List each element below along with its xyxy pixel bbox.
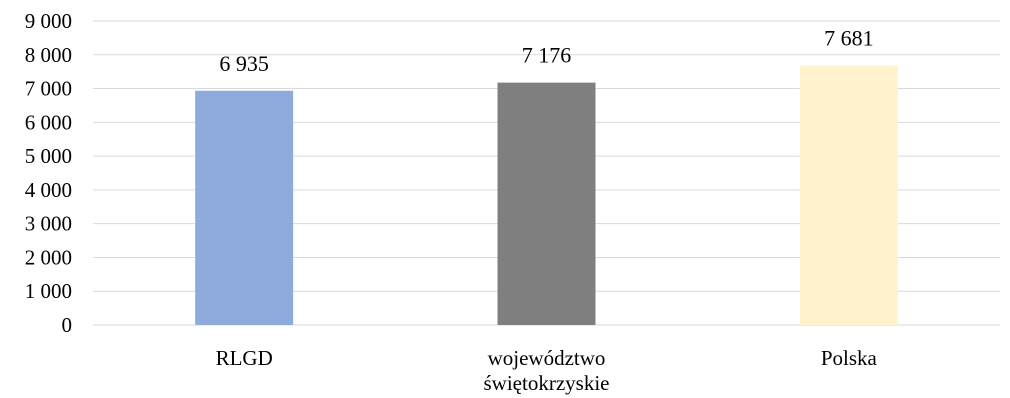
x-axis-category-labels: RLGD województwo świętokrzyskie Polska	[216, 346, 878, 395]
x-category-label: RLGD	[216, 346, 273, 370]
y-tick-label: 6 000	[25, 110, 72, 134]
data-label: 7 681	[824, 26, 874, 51]
y-tick-label: 5 000	[25, 144, 72, 168]
data-labels: 6 935 7 176 7 681	[219, 26, 873, 76]
bars	[195, 65, 898, 326]
y-tick-label: 4 000	[25, 178, 72, 202]
x-category-label-line: świętokrzyskie	[484, 371, 610, 395]
bar	[799, 65, 898, 325]
y-tick-label: 7 000	[25, 77, 72, 101]
data-label: 6 935	[219, 51, 269, 76]
x-category-label-line: Polska	[821, 346, 878, 370]
y-axis-tick-labels: 0 1 000 2 000 3 000 4 000 5 000 6 000 7 000 8 00…	[25, 9, 72, 337]
x-category-label: Polska	[821, 346, 878, 370]
x-category-label-line: RLGD	[216, 346, 273, 370]
y-tick-label: 1 000	[25, 279, 72, 303]
y-tick-label: 2 000	[25, 245, 72, 269]
data-label: 7 176	[522, 43, 572, 68]
y-tick-label: 0	[62, 313, 73, 337]
x-category-label-line: województwo	[488, 346, 606, 370]
y-tick-label: 9 000	[25, 9, 72, 33]
bar	[195, 90, 294, 325]
y-tick-label: 3 000	[25, 212, 72, 236]
x-category-label: województwo świętokrzyskie	[484, 346, 610, 395]
y-tick-label: 8 000	[25, 43, 72, 67]
bar	[497, 82, 596, 326]
